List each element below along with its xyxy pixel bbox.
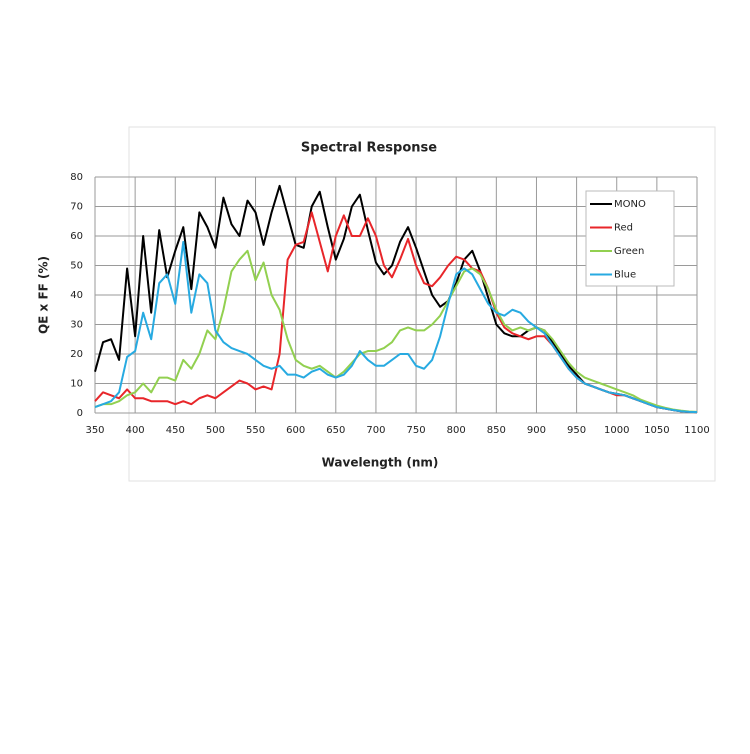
- chart-frame: [128, 126, 716, 482]
- y-tick-label: 60: [70, 231, 83, 242]
- x-tick-label: 750: [407, 425, 426, 436]
- y-tick-label: 0: [77, 408, 83, 419]
- x-tick-label: 950: [567, 425, 586, 436]
- x-tick-label: 650: [326, 425, 345, 436]
- x-tick-label: 700: [366, 425, 385, 436]
- y-tick-label: 80: [70, 172, 83, 183]
- y-axis-label: QE x FF (%): [37, 256, 51, 334]
- legend-label: Red: [614, 223, 633, 234]
- x-tick-label: 450: [166, 425, 185, 436]
- x-axis-label: Wavelength (nm): [322, 456, 439, 470]
- y-tick-label: 40: [70, 290, 83, 301]
- x-tick-label: 1000: [604, 425, 629, 436]
- x-tick-label: 1100: [684, 425, 709, 436]
- y-tick-label: 30: [70, 320, 83, 331]
- y-tick-label: 20: [70, 349, 83, 360]
- y-tick-label: 10: [70, 379, 83, 390]
- legend-label: Green: [614, 246, 644, 257]
- x-tick-label: 900: [527, 425, 546, 436]
- series-line: [94, 249, 698, 413]
- y-tick-label: 70: [70, 202, 83, 213]
- legend-label: MONO: [614, 199, 646, 210]
- x-tick-label: 850: [487, 425, 506, 436]
- x-tick-label: 800: [447, 425, 466, 436]
- x-tick-label: 350: [85, 425, 104, 436]
- x-tick-label: 550: [246, 425, 265, 436]
- legend-box: [585, 190, 675, 287]
- series-line: [94, 240, 698, 414]
- chart-title: Spectral Response: [301, 141, 437, 156]
- x-tick-label: 600: [286, 425, 305, 436]
- legend-label: Blue: [614, 270, 636, 281]
- x-tick-label: 500: [206, 425, 225, 436]
- y-tick-label: 50: [70, 261, 83, 272]
- x-tick-label: 1050: [644, 425, 669, 436]
- x-tick-label: 400: [126, 425, 145, 436]
